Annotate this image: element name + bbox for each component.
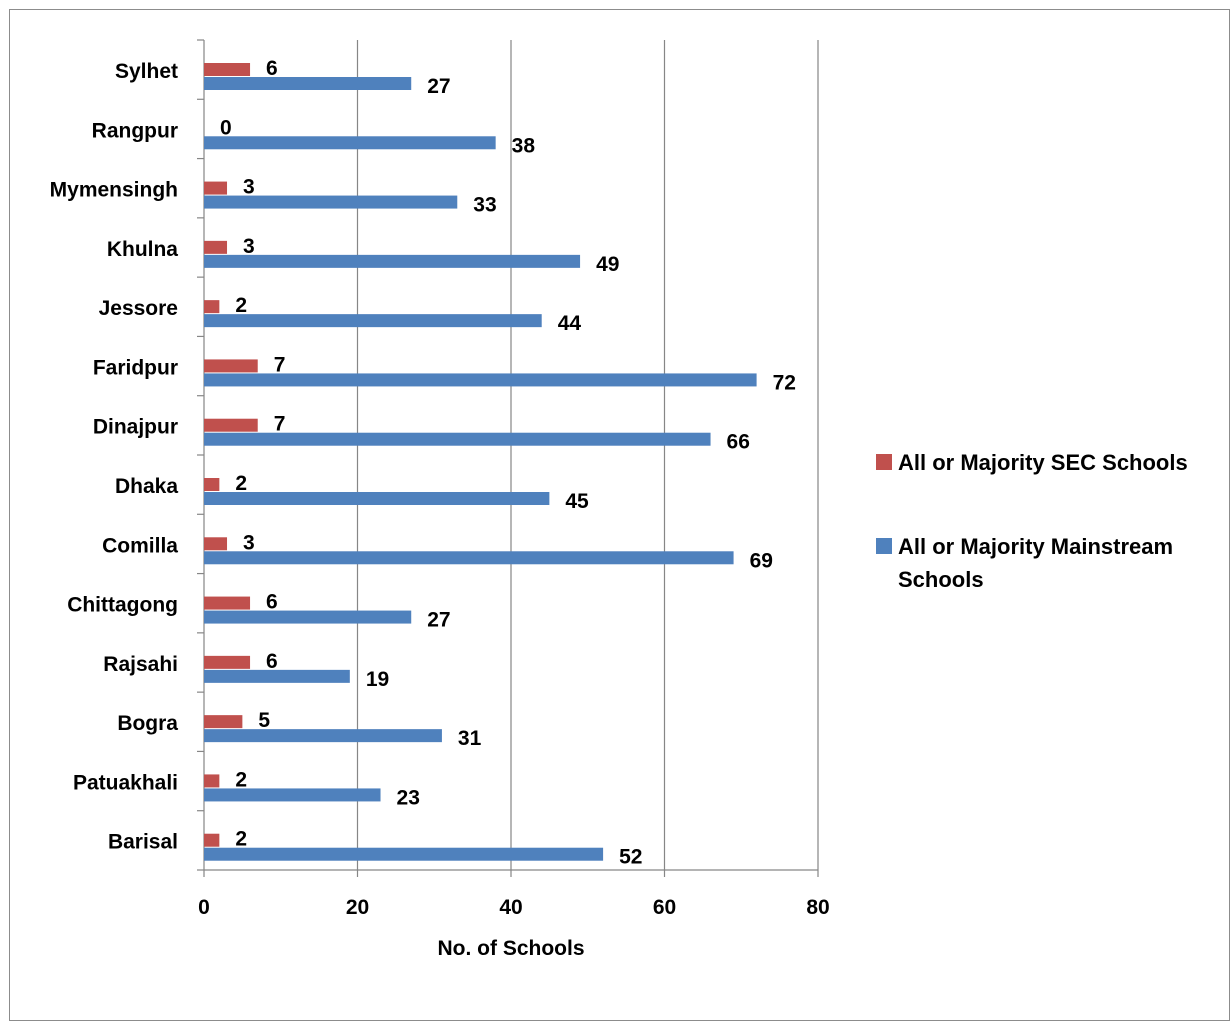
bar-mainstream xyxy=(204,136,496,150)
category-label: Rajsahi xyxy=(103,653,178,676)
bar-sec xyxy=(204,596,251,610)
legend-swatch xyxy=(876,454,892,470)
data-label-sec: 3 xyxy=(243,235,255,258)
category-label: Jessore xyxy=(99,297,178,320)
category-label: Faridpur xyxy=(93,356,178,379)
category-label: Patuakhali xyxy=(73,771,178,794)
data-label-sec: 0 xyxy=(220,116,232,139)
category-labels: Barisal Patuakhali Bogra Rajsahi Chittagong C… xyxy=(50,60,179,854)
bar-sec xyxy=(204,240,228,254)
legend: All or Majority SEC Schools All or Majori… xyxy=(876,450,1188,592)
data-label-mainstream: 66 xyxy=(727,431,750,454)
data-label-sec: 2 xyxy=(235,472,247,495)
bar-sec xyxy=(204,63,251,76)
data-label-mainstream: 31 xyxy=(458,727,482,750)
data-label-sec: 3 xyxy=(243,176,255,199)
data-label-mainstream: 49 xyxy=(596,253,619,276)
legend-label: All or Majority Mainstream Schools xyxy=(898,534,1173,592)
data-label-sec: 2 xyxy=(235,828,247,851)
tick-labels: 0 20 40 60 80 xyxy=(198,896,830,919)
bar-sec xyxy=(204,537,228,551)
category-label: Khulna xyxy=(107,238,178,261)
data-label-mainstream: 45 xyxy=(565,490,589,513)
bar-sec xyxy=(204,300,220,314)
data-label-sec: 5 xyxy=(258,709,270,732)
bar-mainstream xyxy=(204,847,604,861)
axes xyxy=(197,39,819,877)
bar-mainstream xyxy=(204,610,412,624)
bar-sec xyxy=(204,418,258,432)
bar-mainstream xyxy=(204,729,442,743)
data-label-sec: 7 xyxy=(274,353,286,376)
bar-sec xyxy=(204,715,243,729)
bar-sec xyxy=(204,774,220,788)
bar-sec xyxy=(204,478,220,491)
bar-mainstream xyxy=(204,432,711,446)
x-tick-label: 60 xyxy=(653,896,676,919)
data-label-mainstream: 52 xyxy=(619,846,642,869)
bar-mainstream xyxy=(204,373,757,387)
data-label-mainstream: 33 xyxy=(473,194,496,217)
legend-label: All or Majority SEC Schools xyxy=(898,450,1188,475)
category-label: Barisal xyxy=(108,831,178,854)
data-label-mainstream: 72 xyxy=(773,371,796,394)
category-label: Bogra xyxy=(117,712,178,735)
gridlines xyxy=(356,40,819,870)
x-tick-label: 40 xyxy=(499,896,522,919)
data-label-mainstream: 27 xyxy=(427,609,450,632)
bar-sec xyxy=(204,655,251,669)
category-label: Dinajpur xyxy=(93,416,178,439)
category-label: Chittagong xyxy=(67,594,178,617)
category-label: Mymensingh xyxy=(50,179,178,202)
x-tick-label: 20 xyxy=(346,896,369,919)
bar-sec xyxy=(204,359,258,373)
bars xyxy=(204,63,757,861)
bar-mainstream xyxy=(204,492,550,505)
data-label-sec: 6 xyxy=(266,591,278,614)
category-label: Sylhet xyxy=(115,60,178,83)
data-label-mainstream: 19 xyxy=(366,668,389,691)
data-label-mainstream: 44 xyxy=(558,312,582,335)
bar-mainstream xyxy=(204,551,734,565)
data-label-mainstream: 38 xyxy=(512,134,536,157)
bar-mainstream xyxy=(204,195,458,209)
category-label: Comilla xyxy=(102,534,178,557)
data-label-sec: 6 xyxy=(266,57,278,80)
legend-swatch xyxy=(876,538,892,554)
data-label-sec: 2 xyxy=(235,768,247,791)
data-label-mainstream: 69 xyxy=(750,549,773,572)
category-label: Rangpur xyxy=(92,119,178,142)
data-label-sec: 7 xyxy=(274,413,286,436)
data-label-sec: 3 xyxy=(243,531,255,554)
data-label-sec: 2 xyxy=(235,294,247,317)
x-tick-label: 0 xyxy=(198,896,210,919)
data-label-mainstream: 23 xyxy=(397,786,420,809)
bar-mainstream xyxy=(204,788,381,802)
category-label: Dhaka xyxy=(115,475,178,498)
bar-mainstream xyxy=(204,669,350,683)
bar-mainstream xyxy=(204,254,581,268)
data-labels: 2522235316196273692457667722443493330386… xyxy=(220,57,796,869)
x-tick-label: 80 xyxy=(806,896,829,919)
bar-mainstream xyxy=(204,77,412,90)
x-axis-title: No. of Schools xyxy=(438,937,585,960)
bar-sec xyxy=(204,833,220,847)
bar-sec xyxy=(204,181,228,195)
data-label-mainstream: 27 xyxy=(427,75,450,98)
data-label-sec: 6 xyxy=(266,650,278,673)
bar-mainstream xyxy=(204,314,542,328)
